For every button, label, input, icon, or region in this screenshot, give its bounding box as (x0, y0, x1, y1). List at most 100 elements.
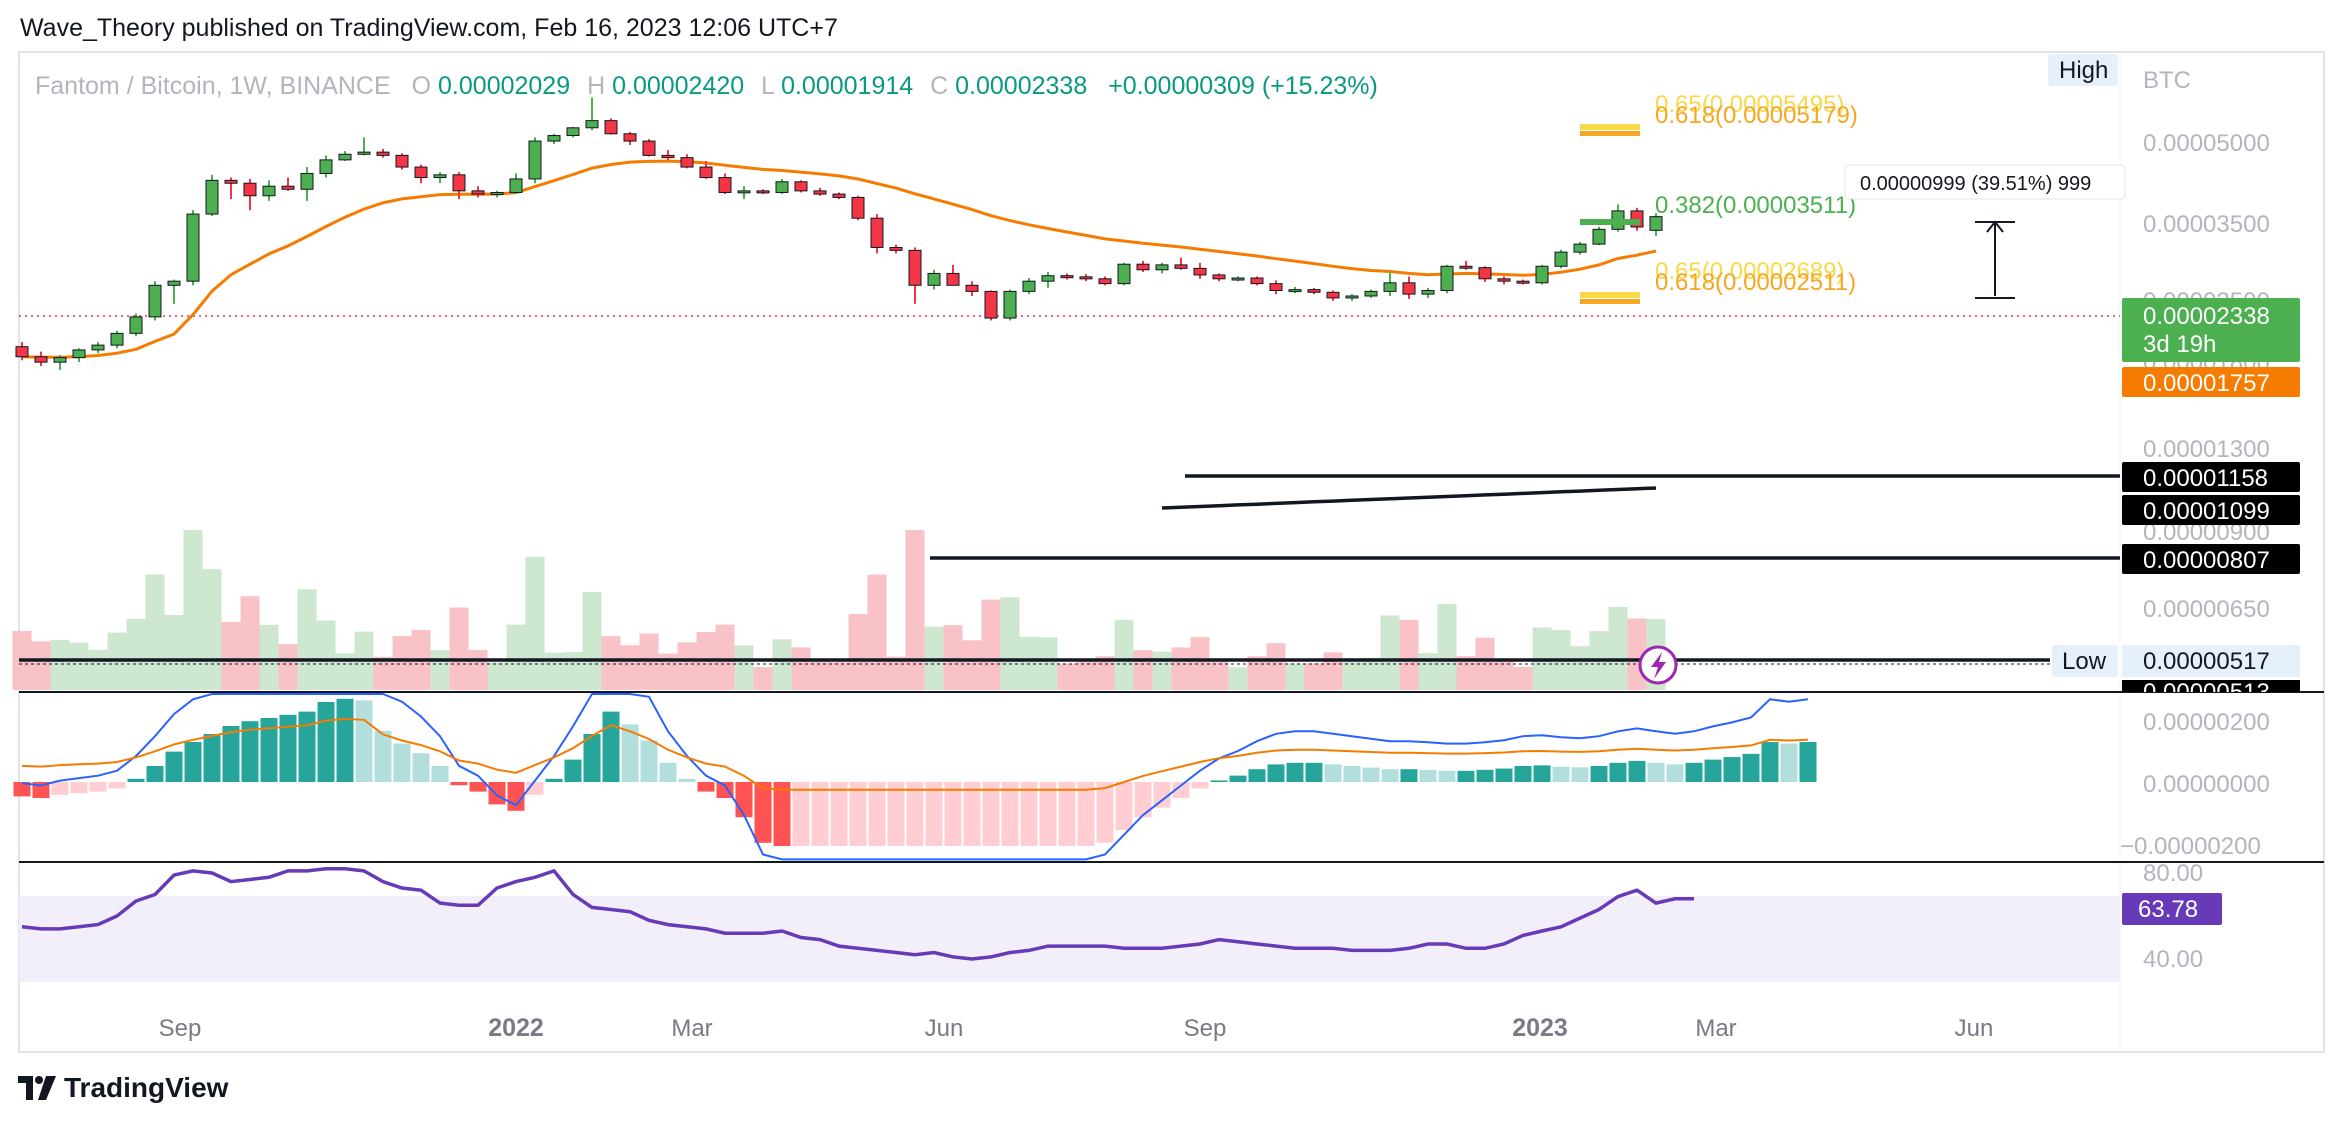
volume-bar (734, 645, 754, 690)
candle (1649, 213, 1663, 236)
publisher-header: Wave_Theory published on TradingView.com… (20, 14, 838, 42)
candle (870, 214, 884, 254)
volume-bar (943, 625, 963, 690)
macd-bar (1457, 770, 1475, 782)
fib-line-0.65-lower (1580, 292, 1640, 298)
support-value-1: 0.00001158 (2143, 465, 2268, 492)
candle (509, 173, 523, 195)
macd-bar (1704, 759, 1722, 782)
footer-brand[interactable]: TradingView (18, 1072, 228, 1104)
macd-bar (963, 782, 981, 846)
macd-bar (336, 698, 354, 782)
volume-bar (867, 574, 887, 690)
macd-bar (1229, 775, 1247, 782)
hidden-badge (2122, 680, 2300, 692)
candle (338, 151, 352, 162)
volume-bar (1114, 619, 1134, 690)
macd-bar (1609, 762, 1627, 782)
candle (110, 330, 124, 349)
candle (281, 177, 295, 191)
fib-label-0.65-upper: 0.65(0.00005495) (1655, 91, 1845, 118)
macd-bar (70, 782, 88, 794)
macd-bar (640, 740, 658, 782)
candle (1364, 289, 1378, 298)
candle (129, 313, 143, 337)
macd-bar (1020, 782, 1038, 846)
candle (889, 244, 903, 254)
rsi-line (21, 866, 1694, 961)
candle (262, 180, 276, 201)
volume-bar (31, 641, 51, 690)
ema-line (21, 159, 1657, 359)
candle (1212, 273, 1226, 282)
candle (243, 178, 257, 211)
macd-bar (298, 711, 316, 782)
volume-bar (886, 656, 906, 690)
macd-bar (450, 782, 468, 786)
legend-pair: Fantom / Bitcoin, 1W, BINANCE (35, 72, 391, 100)
measure-tool[interactable]: 0.00000999 (39.51%) 999 (1844, 164, 2126, 299)
macd-tick: 0.00000000 (2143, 771, 2270, 798)
volume-bar (1285, 663, 1305, 690)
low-tag: Low (2062, 648, 2107, 675)
volume-bar (1380, 615, 1400, 690)
tradingview-logo-icon (18, 1076, 56, 1100)
macd-bar (1799, 742, 1817, 782)
rsi-tick: 40.00 (2143, 946, 2203, 973)
candle (1440, 264, 1454, 294)
macd-bar (1400, 769, 1418, 782)
candle (984, 290, 998, 321)
macd-bar (811, 782, 829, 846)
macd-bar (659, 762, 677, 782)
macd-bar (887, 782, 905, 846)
macd-bar (1666, 764, 1684, 782)
volume-bar (620, 645, 640, 690)
macd-bar (127, 778, 145, 782)
candle (1174, 257, 1188, 270)
macd-bar (1761, 742, 1779, 782)
support-badge-2 (2122, 495, 2300, 525)
measure-label: 0.00000999 (39.51%) 999 (1860, 173, 2091, 195)
candle (1098, 276, 1112, 286)
candle (1079, 274, 1093, 282)
candle (91, 342, 105, 354)
candle (186, 210, 200, 286)
candle (813, 187, 827, 196)
candle (319, 155, 333, 178)
volume-bar (278, 644, 298, 690)
macd-bar (146, 766, 164, 782)
x-tick: 2023 (1512, 1014, 1568, 1042)
lightning-icon[interactable] (1638, 645, 1678, 685)
fib-line-0.618-upper (1580, 131, 1640, 136)
macd-bar (545, 778, 563, 782)
macd-bar (1096, 782, 1114, 843)
x-tick: 2022 (488, 1014, 544, 1042)
legend-close: 0.00002338 (955, 72, 1087, 100)
candle (566, 126, 580, 138)
candle (927, 269, 941, 290)
volume-bar (1266, 643, 1286, 690)
candle (1573, 241, 1587, 255)
candle (205, 174, 219, 217)
macd-bar (1742, 753, 1760, 782)
macd-bar (1324, 764, 1342, 782)
candle (15, 342, 29, 361)
macd-tick: −0.00000200 (2120, 833, 2261, 860)
volume-bar (1418, 653, 1438, 690)
candle (433, 172, 447, 184)
volume-bar (1152, 651, 1172, 690)
currency-label: BTC (2143, 67, 2191, 94)
macd-bar (89, 782, 107, 792)
macd-bar (1552, 766, 1570, 782)
candle (53, 354, 67, 370)
volume-bar (468, 649, 488, 690)
legend-open: 0.00002029 (438, 72, 570, 100)
macd-bar (108, 782, 126, 789)
volume-bar (126, 618, 146, 690)
time-axis[interactable]: Sep 2022 Mar Jun Sep 2023 Mar Jun (159, 1014, 1994, 1042)
macd-bar (1115, 782, 1133, 830)
price-axis[interactable]: High BTC 0.00005000 0.00003500 0.0000250… (2048, 54, 2300, 973)
ema-badge (2122, 367, 2300, 397)
candle (414, 164, 428, 184)
